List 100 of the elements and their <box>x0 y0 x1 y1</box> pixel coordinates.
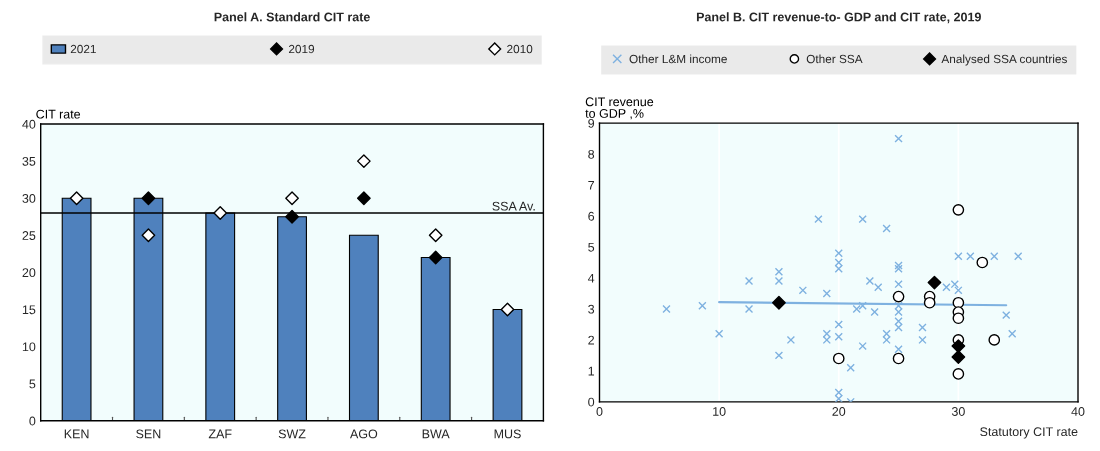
point <box>942 283 951 292</box>
point <box>774 276 784 286</box>
point <box>141 228 156 243</box>
y-axis-title: CIT rate <box>36 109 81 119</box>
point <box>858 214 867 224</box>
point <box>988 334 1001 346</box>
point <box>822 329 831 338</box>
point <box>927 275 942 290</box>
point <box>846 363 855 372</box>
point <box>892 352 905 365</box>
point <box>894 323 903 332</box>
point <box>772 295 786 310</box>
point <box>698 301 707 311</box>
point <box>894 261 903 270</box>
point <box>786 335 796 345</box>
point <box>500 302 515 317</box>
x-tick-label: 20 <box>832 407 846 416</box>
y-tick-label: 40 <box>22 119 36 129</box>
x-tick-label: 40 <box>1071 407 1085 416</box>
point <box>954 286 963 295</box>
point <box>966 252 975 261</box>
x-tick-label: AGO <box>350 429 378 439</box>
point <box>1008 329 1017 338</box>
y-tick-label: 0 <box>29 416 36 426</box>
point <box>894 317 903 326</box>
point <box>954 252 963 261</box>
y-tick-label: 2 <box>588 335 595 345</box>
point <box>213 206 228 220</box>
legend-label: 2010 <box>507 44 533 54</box>
point <box>834 264 843 273</box>
point <box>894 307 903 317</box>
point <box>428 250 443 265</box>
point <box>714 329 724 338</box>
y-tick-label: 9 <box>588 118 595 128</box>
point <box>990 252 999 261</box>
point <box>428 228 443 243</box>
point <box>69 191 84 206</box>
point <box>892 290 905 303</box>
point <box>951 339 966 354</box>
y-tick-label: 6 <box>588 211 595 221</box>
point <box>923 296 936 309</box>
legend-label: 2021 <box>70 44 96 54</box>
y-tick-label: 1 <box>588 366 595 376</box>
point <box>834 388 843 397</box>
x-axis-title: Statutory CIT rate <box>980 427 1078 439</box>
point <box>894 279 903 289</box>
point <box>918 335 927 345</box>
point <box>952 368 965 380</box>
point <box>744 276 754 286</box>
legend-label: 2019 <box>288 44 315 54</box>
ref-line-label: SSA Av. <box>492 201 535 211</box>
x-tick-label: 30 <box>951 407 965 416</box>
point <box>865 276 875 286</box>
point <box>950 279 959 289</box>
point <box>141 191 156 206</box>
x-tick-label: KEN <box>64 429 89 439</box>
x-tick-label: SWZ <box>278 429 306 439</box>
point <box>1014 252 1023 261</box>
y-tick-label: 30 <box>22 194 36 203</box>
x-tick-label: 10 <box>713 407 726 416</box>
point <box>894 134 903 143</box>
y-tick-label: 15 <box>22 305 36 315</box>
point <box>882 329 891 338</box>
point <box>832 352 845 365</box>
x-tick-label: BWA <box>422 429 450 439</box>
point <box>798 286 808 295</box>
legend-label: Analysed SSA countries <box>941 54 1067 66</box>
point <box>814 214 823 224</box>
y-tick-label: 0 <box>588 397 595 407</box>
y-tick-label: 7 <box>588 180 595 190</box>
point <box>744 304 754 314</box>
point <box>1002 310 1011 320</box>
y-tick-label: 3 <box>588 304 595 314</box>
point <box>662 304 671 314</box>
point <box>894 345 903 354</box>
y-tick-label: 20 <box>22 268 36 278</box>
y-tick-label: 25 <box>22 231 36 240</box>
point <box>285 191 299 206</box>
legend-label: Other L&M income <box>629 54 727 64</box>
point <box>822 335 831 345</box>
point <box>822 289 831 298</box>
x-tick-label: MUS <box>494 429 521 439</box>
point <box>356 154 371 169</box>
x-tick-label: SEN <box>136 429 161 439</box>
point <box>834 249 843 258</box>
point <box>285 209 299 224</box>
point <box>894 264 903 273</box>
y-tick-label: 35 <box>22 156 36 166</box>
point <box>951 350 966 364</box>
point <box>834 320 843 329</box>
y-axis-title: CIT revenue to GDP ,% <box>585 97 654 120</box>
y-tick-label: 10 <box>22 342 36 352</box>
point <box>356 191 371 206</box>
point <box>882 224 891 233</box>
point <box>882 335 891 345</box>
point <box>834 332 843 341</box>
point <box>834 394 843 402</box>
point <box>952 312 965 325</box>
y-tick-label: 8 <box>588 149 595 159</box>
point <box>870 307 879 317</box>
